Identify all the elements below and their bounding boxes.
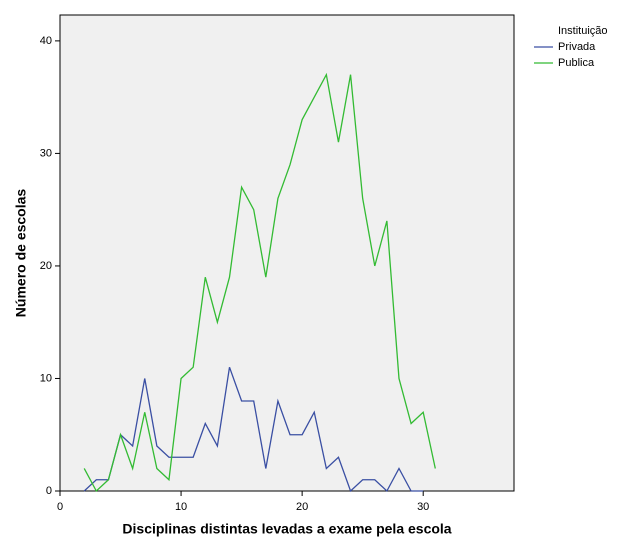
- plot-area: [59, 14, 515, 492]
- series-line: [83, 72, 436, 493]
- x-tick-label: 30: [417, 501, 429, 513]
- legend-title: Instituição: [558, 25, 608, 37]
- legend-label: Publica: [558, 57, 595, 69]
- y-axis-title: Número de escolas: [13, 189, 29, 318]
- y-tick-label: 10: [40, 372, 52, 384]
- y-tick-label: 40: [40, 35, 52, 47]
- x-tick-label: 20: [296, 501, 308, 513]
- y-tick-label: 20: [40, 260, 52, 272]
- x-tick-label: 10: [175, 501, 187, 513]
- x-tick-label: 0: [57, 501, 63, 513]
- series-line: [83, 366, 424, 493]
- y-tick-label: 0: [46, 485, 52, 497]
- y-tick-label: 30: [40, 147, 52, 159]
- x-axis-title: Disciplinas distintas levadas a exame pe…: [122, 521, 451, 537]
- legend-label: Privada: [558, 41, 596, 53]
